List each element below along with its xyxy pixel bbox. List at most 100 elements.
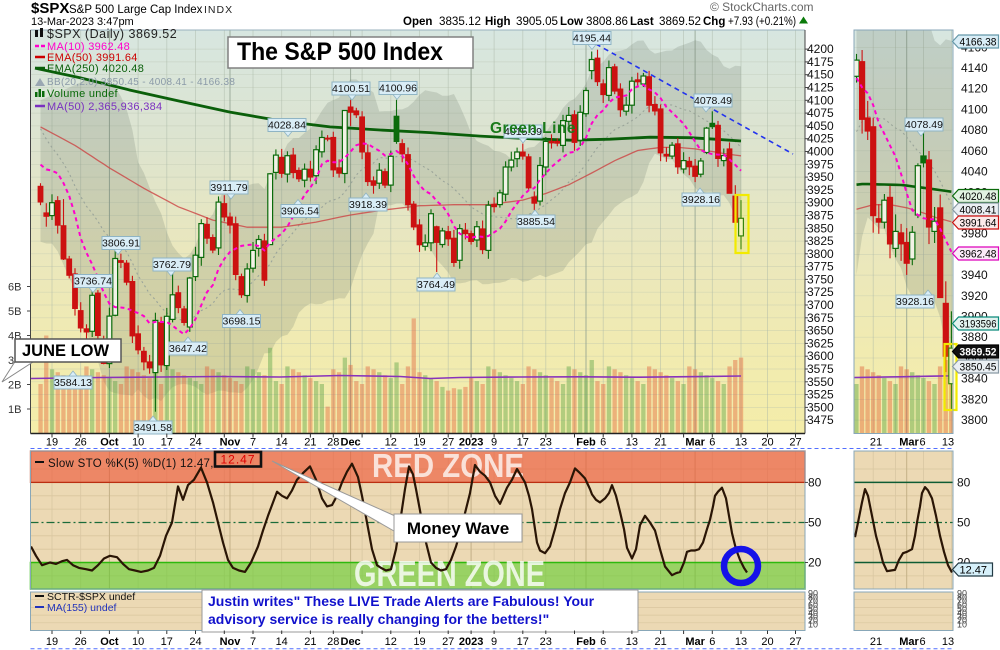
svg-text:6: 6 <box>919 636 925 648</box>
svg-text:4100.96: 4100.96 <box>379 83 417 95</box>
svg-text:3925: 3925 <box>807 183 834 197</box>
svg-text:RED ZONE: RED ZONE <box>372 447 524 484</box>
svg-text:12: 12 <box>385 636 397 648</box>
svg-text:26: 26 <box>75 437 87 449</box>
svg-text:13: 13 <box>626 636 638 648</box>
svg-text:GREEN ZONE: GREEN ZONE <box>354 553 545 594</box>
svg-text:6B: 6B <box>8 282 21 294</box>
svg-text:13: 13 <box>735 437 747 449</box>
svg-text:50: 50 <box>957 516 971 530</box>
svg-text:3675: 3675 <box>807 311 834 325</box>
svg-text:Low: Low <box>560 16 583 28</box>
svg-text:13: 13 <box>942 636 954 648</box>
svg-text:60: 60 <box>808 600 818 610</box>
svg-text:4140: 4140 <box>961 61 988 75</box>
svg-text:21: 21 <box>870 636 882 648</box>
svg-text:3525: 3525 <box>807 388 834 402</box>
svg-text:13: 13 <box>735 636 747 648</box>
svg-text:3900: 3900 <box>807 196 834 210</box>
svg-text:5B: 5B <box>8 306 21 318</box>
svg-text:3911.79: 3911.79 <box>210 182 247 194</box>
svg-text:19: 19 <box>413 437 425 449</box>
svg-text:$SPX: $SPX <box>31 0 69 17</box>
svg-text:4008.41: 4008.41 <box>960 205 997 217</box>
svg-text:Green Line: Green Line <box>490 120 576 137</box>
svg-text:3820: 3820 <box>961 392 988 406</box>
svg-text:4040: 4040 <box>961 165 988 179</box>
svg-text:4075: 4075 <box>807 106 834 120</box>
svg-text:Nov: Nov <box>220 437 242 449</box>
svg-text:3584.13: 3584.13 <box>54 377 92 389</box>
svg-text:3736.74: 3736.74 <box>74 276 112 288</box>
svg-text:Money Wave: Money Wave <box>407 519 509 538</box>
svg-text:+7.93 (+0.21%): +7.93 (+0.21%) <box>728 16 796 28</box>
svg-text:50: 50 <box>808 516 822 530</box>
svg-text:Dec: Dec <box>341 636 361 648</box>
svg-text:70: 70 <box>957 596 967 606</box>
svg-text:3928.16: 3928.16 <box>682 194 720 206</box>
svg-text:Volume undef: Volume undef <box>47 88 119 100</box>
svg-text:50: 50 <box>808 604 818 614</box>
svg-text:4078.49: 4078.49 <box>694 95 732 107</box>
svg-text:Oct: Oct <box>100 437 119 449</box>
svg-text:4175: 4175 <box>807 55 834 69</box>
svg-text:13: 13 <box>626 437 638 449</box>
svg-text:20: 20 <box>957 616 967 626</box>
svg-text:6: 6 <box>919 437 925 449</box>
svg-text:3775: 3775 <box>807 260 834 274</box>
svg-text:3850.45: 3850.45 <box>960 362 997 374</box>
svg-text:6: 6 <box>709 636 715 648</box>
svg-text:4015.39: 4015.39 <box>504 126 542 138</box>
svg-text:4078.49: 4078.49 <box>905 119 943 131</box>
svg-text:EMA(250) 4020.48: EMA(250) 4020.48 <box>47 63 144 75</box>
svg-text:12.47: 12.47 <box>220 453 255 467</box>
svg-text:2023: 2023 <box>459 636 483 648</box>
svg-text:Justin writes" These LIVE Trad: Justin writes" These LIVE Trade Alerts a… <box>208 593 595 609</box>
svg-text:3762.79: 3762.79 <box>153 259 191 271</box>
svg-text:S&P 500 Large Cap Index: S&P 500 Large Cap Index <box>69 4 203 16</box>
svg-text:3650: 3650 <box>807 324 834 338</box>
svg-text:3991.64: 3991.64 <box>960 218 997 230</box>
svg-text:3850: 3850 <box>807 221 834 235</box>
svg-text:30: 30 <box>808 612 818 622</box>
svg-text:EMA(50) 3991.64: EMA(50) 3991.64 <box>47 52 138 64</box>
svg-text:14: 14 <box>276 636 288 648</box>
svg-text:JUNE LOW: JUNE LOW <box>22 342 110 360</box>
svg-text:3193596: 3193596 <box>960 319 997 331</box>
svg-text:3500: 3500 <box>807 400 834 414</box>
svg-text:3875: 3875 <box>807 209 834 223</box>
svg-text:3725: 3725 <box>807 285 834 299</box>
svg-text:24: 24 <box>189 437 201 449</box>
svg-text:Last: Last <box>630 16 654 28</box>
svg-text:SCTR-$SPX undef: SCTR-$SPX undef <box>47 591 135 603</box>
svg-text:4150: 4150 <box>807 68 834 82</box>
svg-text:3698.15: 3698.15 <box>223 316 261 328</box>
svg-text:27: 27 <box>789 636 801 648</box>
svg-text:4120: 4120 <box>961 82 988 96</box>
svg-text:3840: 3840 <box>961 372 988 386</box>
svg-text:14: 14 <box>276 437 288 449</box>
svg-text:20: 20 <box>808 556 822 570</box>
svg-text:MA(50) 2,365,936,384: MA(50) 2,365,936,384 <box>47 101 162 113</box>
svg-text:24: 24 <box>189 636 201 648</box>
svg-text:3835.12: 3835.12 <box>439 16 481 28</box>
svg-text:3906.54: 3906.54 <box>281 206 319 218</box>
svg-text:3962.48: 3962.48 <box>960 249 997 261</box>
svg-text:3885.54: 3885.54 <box>517 216 555 228</box>
svg-text:3800: 3800 <box>961 413 988 427</box>
svg-text:3800: 3800 <box>807 247 834 261</box>
svg-text:28: 28 <box>327 437 339 449</box>
svg-text:The S&P 500 Index: The S&P 500 Index <box>237 38 443 66</box>
svg-text:3550: 3550 <box>807 375 834 389</box>
svg-text:3575: 3575 <box>807 362 834 376</box>
svg-text:19: 19 <box>413 636 425 648</box>
svg-text:Mar: Mar <box>899 437 919 449</box>
svg-text:INDX: INDX <box>204 4 233 16</box>
svg-text:60: 60 <box>957 600 967 610</box>
svg-text:10: 10 <box>132 636 144 648</box>
svg-text:4100: 4100 <box>961 102 988 116</box>
svg-text:12: 12 <box>385 437 397 449</box>
svg-text:10: 10 <box>132 437 144 449</box>
svg-text:3647.42: 3647.42 <box>169 343 207 355</box>
svg-text:3600: 3600 <box>807 349 834 363</box>
